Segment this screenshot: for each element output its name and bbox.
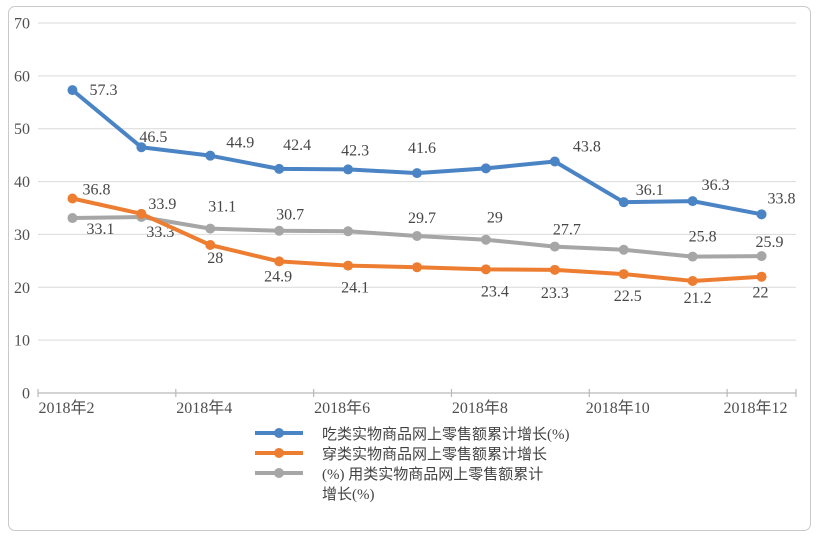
data-point <box>205 240 216 250</box>
legend-key-household-icon <box>255 468 303 478</box>
data-label: 42.4 <box>283 137 311 154</box>
data-label: 23.4 <box>481 283 509 300</box>
data-label: 41.6 <box>408 140 436 157</box>
chart-legend: 吃类实物商品网上零售额累计增长(%) 穿类实物商品网上零售额累计增长 (%) 用… <box>255 423 570 503</box>
line-chart-plot: 0 10 20 30 40 50 60 70 2018年2 2018年4 2018年6 2018年8 2… <box>14 16 797 417</box>
y-axis-label: 70 <box>14 16 30 33</box>
data-point <box>412 231 422 242</box>
data-point <box>136 208 147 219</box>
x-axis-label: 2018年6 <box>314 399 370 417</box>
data-label: 31.1 <box>208 199 236 216</box>
legend-key-dot <box>274 448 284 458</box>
data-label: 29.7 <box>408 210 436 227</box>
y-axis-label: 20 <box>14 280 30 297</box>
x-axis-label: 2018年2 <box>38 399 94 417</box>
data-label: 30.7 <box>276 207 304 224</box>
legend-key-dot <box>274 428 284 438</box>
data-label: 36.8 <box>82 181 110 198</box>
data-label: 29 <box>487 210 503 227</box>
legend-label-clothing: 穿类实物商品网上零售额累计增长 <box>322 446 548 463</box>
data-point <box>205 223 216 234</box>
legend-item-food: 吃类实物商品网上零售额累计增长(%) <box>255 423 570 443</box>
data-point <box>274 256 285 267</box>
legend-label-household-wrap: 增长(%) <box>322 486 375 503</box>
data-label: 25.9 <box>756 234 784 251</box>
x-axis-label: 2018年4 <box>176 399 232 417</box>
data-label: 23.3 <box>541 285 569 302</box>
data-point <box>343 164 354 175</box>
data-point <box>549 264 560 275</box>
data-label: 33.1 <box>86 221 114 238</box>
data-label: 46.5 <box>139 129 167 146</box>
data-point <box>205 150 216 161</box>
data-point <box>480 234 491 245</box>
legend-item-household: (%) 用类实物商品网上零售额累计 <box>255 463 570 483</box>
data-point <box>549 241 560 252</box>
data-point <box>136 142 147 153</box>
data-point <box>67 213 78 224</box>
data-point <box>480 163 491 174</box>
data-label: 42.3 <box>341 142 369 159</box>
data-label: 25.8 <box>689 229 717 246</box>
data-point <box>618 197 629 208</box>
data-point <box>412 262 422 273</box>
data-label: 33.8 <box>768 190 796 207</box>
data-point <box>412 168 422 179</box>
x-axis-label: 2018年10 <box>586 399 650 417</box>
legend-label-food: 吃类实物商品网上零售额累计增长(%) <box>322 426 570 443</box>
data-label: 27.7 <box>553 222 581 239</box>
y-axis-label: 0 <box>22 386 30 403</box>
data-point <box>687 196 698 207</box>
y-axis-label: 10 <box>14 333 30 350</box>
data-point <box>618 269 629 280</box>
y-axis-label: 60 <box>14 68 30 85</box>
data-point <box>687 275 698 286</box>
data-point <box>67 85 78 96</box>
data-label: 44.9 <box>226 135 254 152</box>
data-point <box>274 163 285 174</box>
data-label: 57.3 <box>89 82 117 99</box>
data-point <box>756 251 767 262</box>
data-point <box>343 226 354 237</box>
x-axis-label: 2018年8 <box>452 399 508 417</box>
legend-key-spacer <box>255 487 303 499</box>
data-point <box>549 156 560 167</box>
legend-key-clothing-icon <box>255 448 303 458</box>
x-axis-label: 2018年12 <box>724 399 788 417</box>
data-point <box>343 260 354 271</box>
legend-item-household-wrap: 增长(%) <box>255 483 570 503</box>
data-point <box>67 193 78 204</box>
y-axis-label: 50 <box>14 121 30 138</box>
legend-label-household: (%) 用类实物商品网上零售额累计 <box>322 466 544 483</box>
data-point <box>480 264 491 275</box>
data-label: 24.1 <box>341 280 369 297</box>
y-axis-label: 40 <box>14 174 30 191</box>
data-point <box>687 251 698 262</box>
data-label: 36.1 <box>636 182 664 199</box>
data-point <box>756 271 767 282</box>
data-label: 22 <box>753 285 769 302</box>
data-label: 33.3 <box>146 224 174 241</box>
legend-key-food-icon <box>255 428 303 438</box>
data-label: 33.9 <box>148 196 176 213</box>
data-label: 22.5 <box>614 288 642 305</box>
data-point <box>274 225 285 236</box>
data-label: 36.3 <box>702 177 730 194</box>
data-label: 24.9 <box>264 268 292 285</box>
data-label: 28 <box>207 250 223 267</box>
data-label: 43.8 <box>573 138 601 155</box>
data-point <box>756 209 767 220</box>
y-axis-label: 30 <box>14 227 30 244</box>
legend-item-clothing: 穿类实物商品网上零售额累计增长 <box>255 443 570 463</box>
data-label: 21.2 <box>684 290 712 307</box>
legend-key-dot <box>274 468 284 478</box>
data-point <box>618 244 629 255</box>
